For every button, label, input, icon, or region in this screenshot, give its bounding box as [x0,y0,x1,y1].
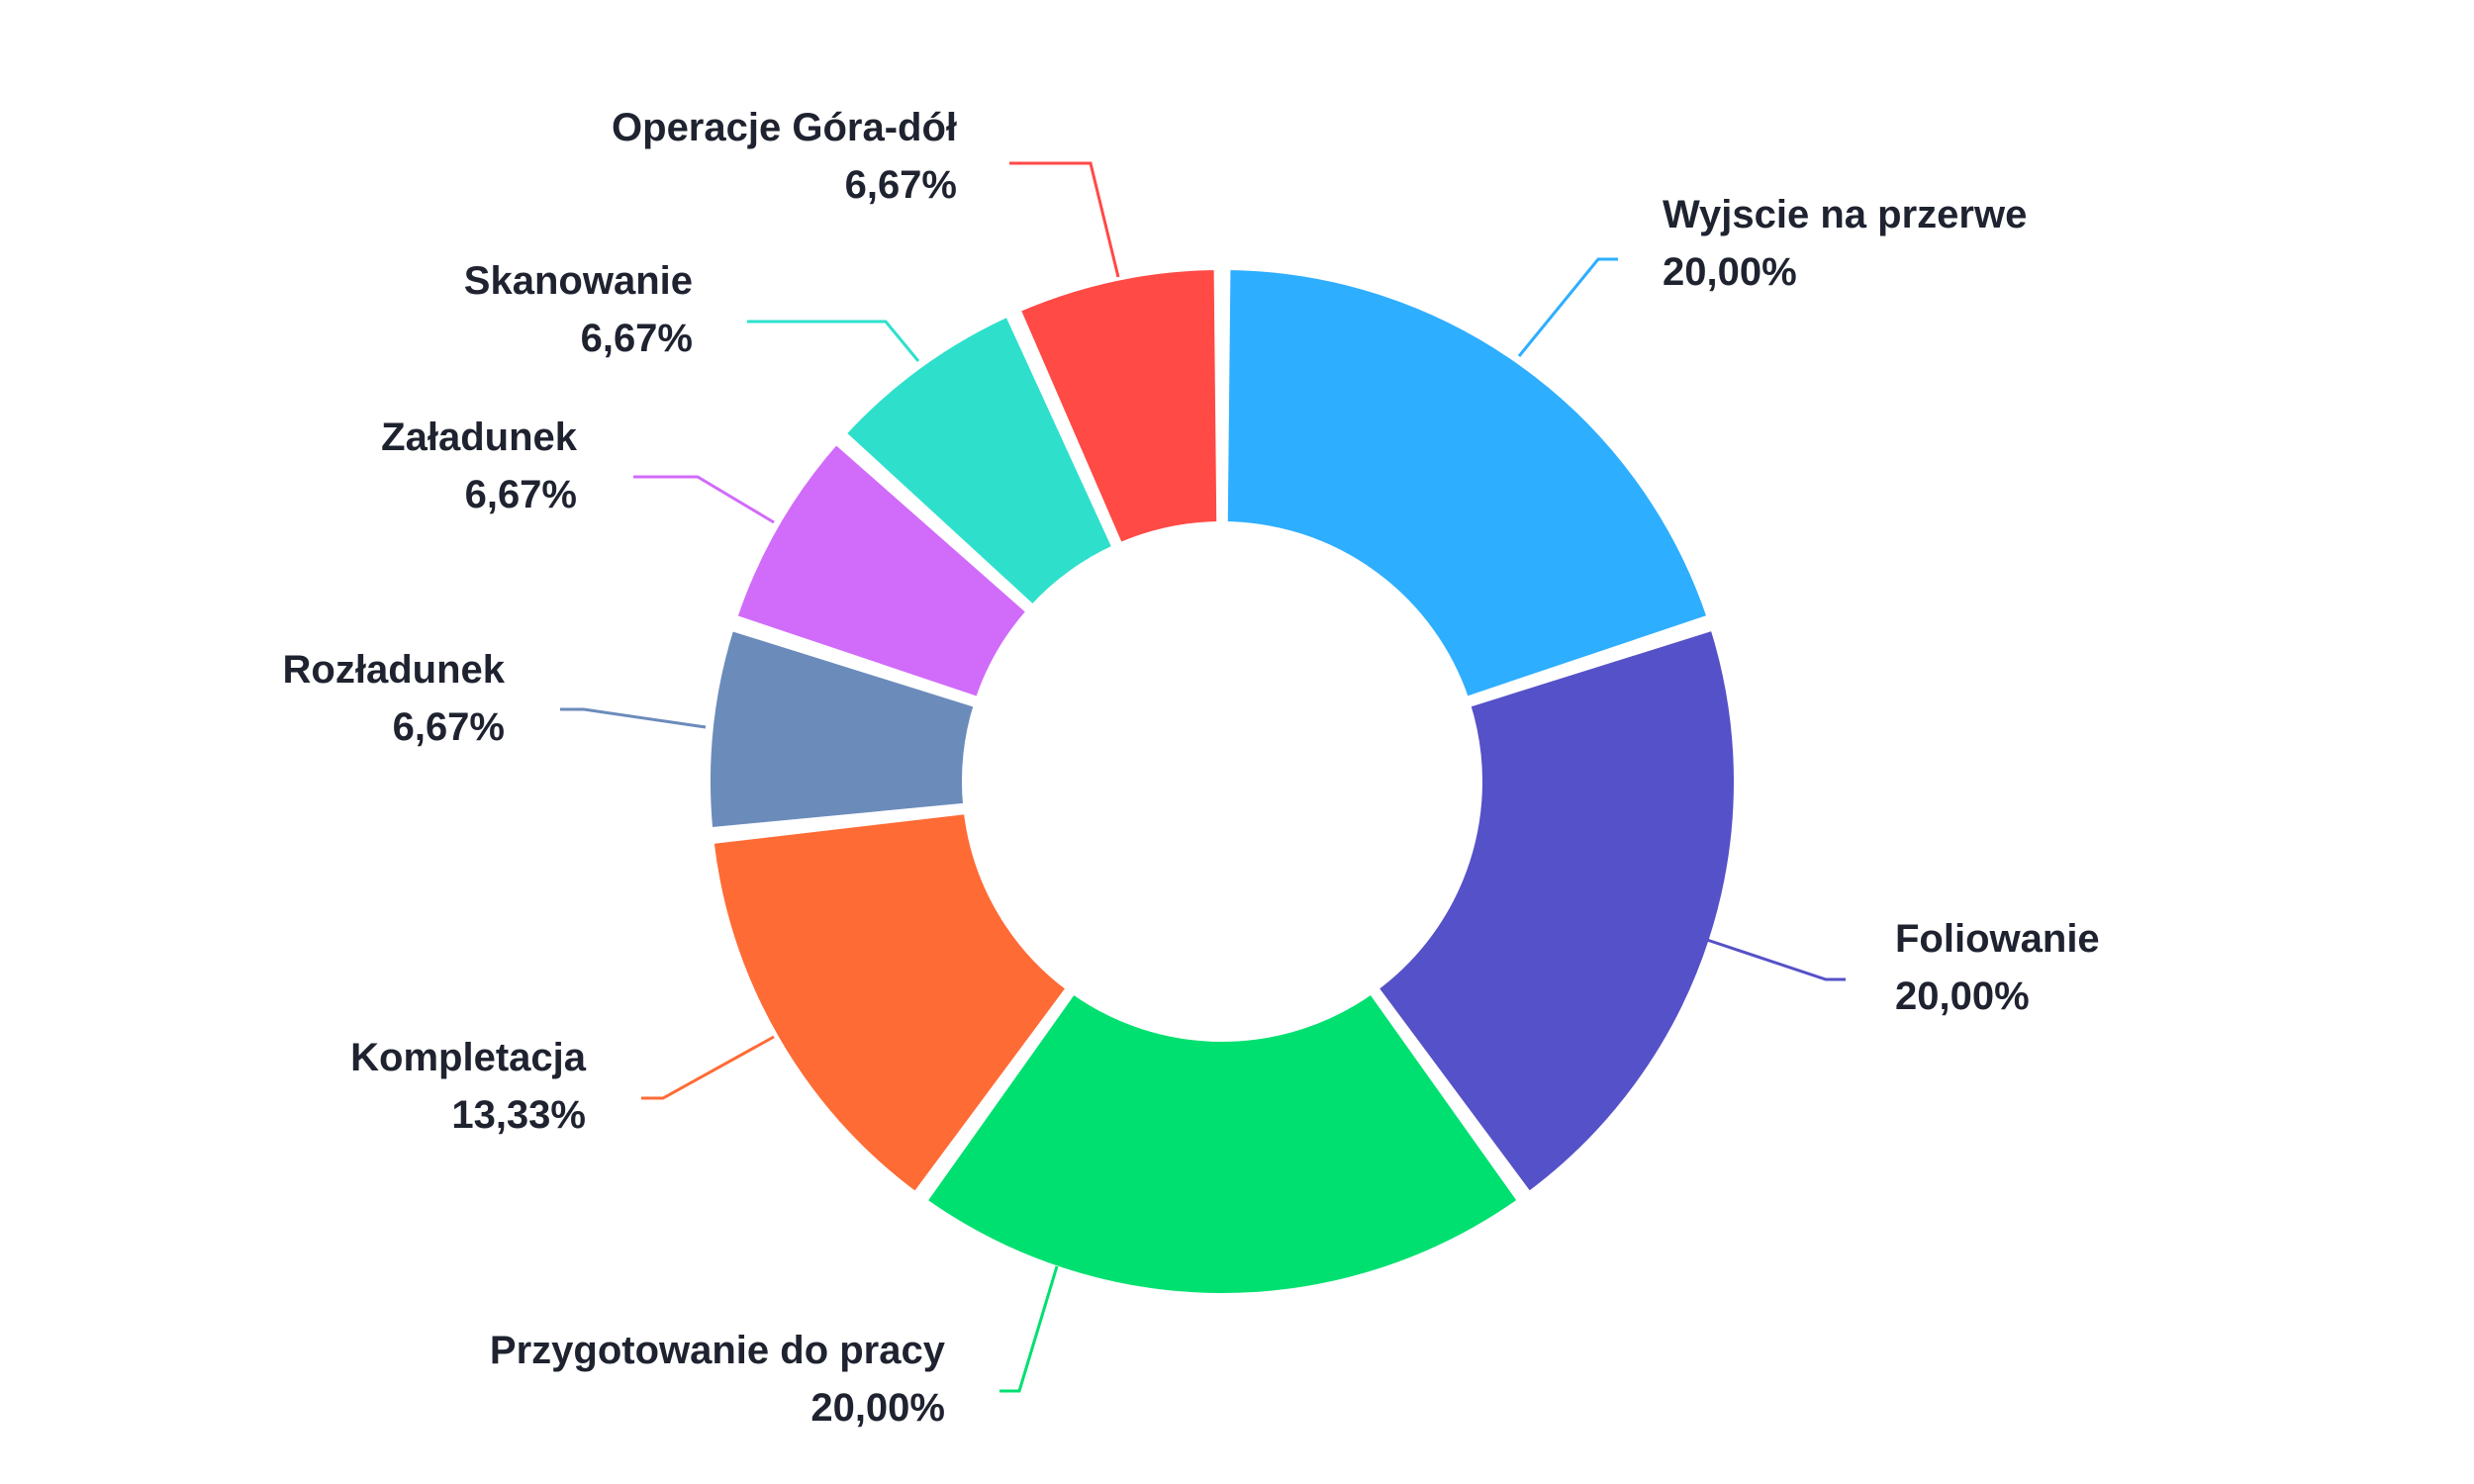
leader-line-operacje-gora-dol [1009,161,1120,278]
slice-skanowanie[interactable] [840,311,1118,611]
slice-przygotowanie-do-pracy[interactable] [920,987,1524,1299]
slice-label-rozladunek: Rozładunek [283,648,506,692]
slice-label-wyjscie-na-przerwe: Wyjscie na przerwe [1663,193,2027,236]
leader-line-skanowanie [747,320,920,362]
slice-label-foliowanie: Foliowanie [1895,917,2100,961]
leader-line-foliowanie [1706,938,1846,981]
slice-labels: Wyjscie na przerwe 20,00% Foliowanie 20,00%… [283,106,2100,1430]
leader-line-kompletacja [641,1035,775,1100]
slice-value-operacje-gora-dol: 6,67% [845,163,957,207]
slice-value-skanowanie: 6,67% [581,317,693,360]
slice-kompletacja[interactable] [708,808,1073,1198]
slice-label-operacje-gora-dol: Operacje Góra-dół [612,106,957,149]
slice-value-rozladunek: 6,67% [393,705,505,749]
slice-value-wyjscie-na-przerwe: 20,00% [1663,250,1797,294]
slice-value-zaladunek: 6,67% [465,473,577,516]
slice-label-skanowanie: Skanowanie [464,259,693,303]
slice-zaladunek[interactable] [731,438,1032,703]
slices [705,264,1740,1299]
slice-label-zaladunek: Załadunek [381,416,578,459]
leader-line-wyjscie-na-przerwe [1517,257,1618,357]
leader-line-przygotowanie-do-pracy [999,1265,1059,1393]
slice-wyjscie-na-przerwe[interactable] [1221,264,1713,703]
slice-value-przygotowanie-do-pracy: 20,00% [810,1386,945,1430]
slice-value-kompletacja: 13,33% [451,1093,586,1137]
leader-line-zaladunek [633,475,775,524]
slice-value-foliowanie: 20,00% [1895,974,2030,1018]
slice-label-kompletacja: Kompletacja [350,1036,587,1079]
slice-label-przygotowanie-do-pracy: Przygotowanie do pracy [490,1329,946,1372]
leader-lines [560,161,1846,1393]
leader-line-rozladunek [560,707,707,729]
slice-rozladunek[interactable] [705,624,980,834]
slice-foliowanie[interactable] [1373,624,1740,1198]
slice-operacje-gora-dol[interactable] [1014,264,1223,549]
